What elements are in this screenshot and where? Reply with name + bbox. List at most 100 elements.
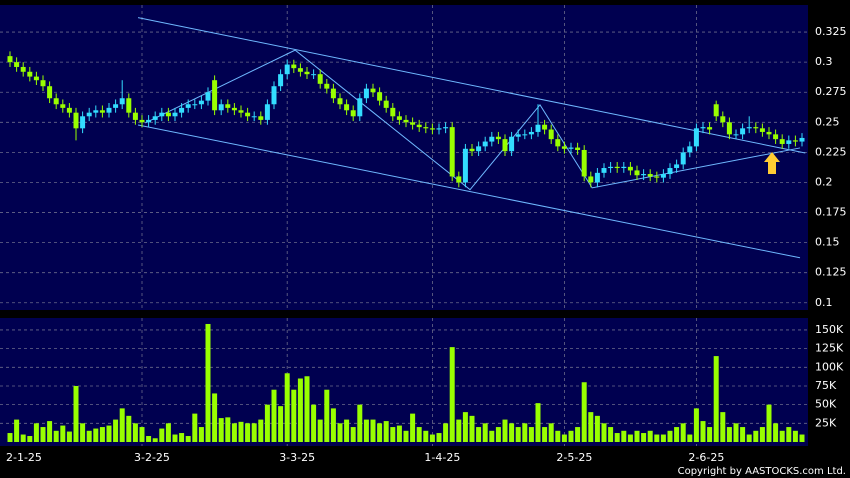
volume-bar (93, 428, 99, 442)
candle-body (654, 176, 660, 178)
candle-body (792, 140, 798, 142)
volume-bar (601, 423, 607, 442)
volume-bar (99, 427, 105, 442)
candle-body (687, 146, 693, 153)
volume-bar (40, 427, 46, 442)
volume-bar (713, 356, 719, 442)
volume-bar (687, 434, 693, 442)
volume-bar (330, 408, 336, 442)
candle-body (568, 147, 574, 149)
candle-body (476, 146, 482, 152)
volume-bar (357, 404, 363, 442)
volume-bar (726, 427, 732, 442)
volume-bar (251, 423, 257, 442)
plot-layer: 0.1 0.125 0.15 0.175 0.2 0.225 0.25 0.275 0.3 0.3… (0, 5, 847, 464)
volume-bar (291, 389, 297, 442)
candle-body (509, 136, 515, 152)
candle-body (80, 116, 86, 129)
volume-bar (449, 347, 455, 442)
candle-body (66, 107, 72, 113)
volume-bar (627, 434, 633, 442)
candle-body (119, 98, 125, 105)
volume-bar (297, 378, 303, 442)
volume-bar (271, 389, 277, 442)
volume-bar (363, 419, 369, 442)
volume-bar (740, 427, 746, 442)
candle-body (278, 74, 284, 87)
candle-body (608, 166, 614, 169)
volume-bar (693, 408, 699, 442)
y-tick-label: 125K (815, 342, 844, 355)
volume-bar (225, 417, 231, 442)
y-tick-label: 0.175 (815, 206, 847, 219)
y-tick-label: 0.25 (815, 115, 840, 128)
volume-bar (416, 427, 422, 442)
candle-body (271, 86, 277, 105)
candle-body (377, 92, 383, 101)
candle-body (390, 107, 396, 117)
volume-bar (429, 434, 435, 442)
candle-body (660, 174, 666, 178)
arrow-icon (764, 152, 780, 174)
volume-bar (561, 434, 567, 442)
candle-body (482, 141, 488, 147)
candle-body (634, 170, 640, 176)
candle-body (383, 100, 389, 108)
candle-body (99, 110, 105, 113)
volume-bar (654, 434, 660, 442)
candle-body (429, 128, 435, 130)
volume-bar (20, 434, 26, 442)
volume-bar (33, 423, 39, 442)
y-tick-label: 0.2 (815, 175, 833, 188)
candle-body (192, 104, 198, 106)
candle-body (522, 134, 528, 136)
candle-body (238, 110, 244, 113)
candle-body (667, 168, 673, 175)
volume-bar (159, 428, 165, 442)
candle-body (291, 64, 297, 69)
candle-body (60, 104, 66, 108)
volume-bar (66, 431, 72, 442)
candle-body (330, 88, 336, 99)
candle-body (344, 104, 350, 111)
copyright: Copyright by AASTOCKS.com Ltd. (678, 466, 846, 477)
candle-body (47, 86, 53, 99)
candle-body (581, 149, 587, 177)
volume-bar (231, 423, 237, 442)
candle-body (27, 71, 33, 77)
candle-body (746, 127, 752, 129)
candle-body (707, 127, 713, 130)
volume-bar (792, 430, 798, 442)
volume-bar (779, 430, 785, 442)
volume-bar (581, 382, 587, 442)
y-tick-label: 25K (815, 416, 837, 429)
candle-body (779, 139, 785, 144)
candle-body (733, 134, 739, 136)
candle-body (443, 127, 449, 129)
candle-body (205, 92, 211, 101)
volume-bar (113, 419, 119, 442)
candle-body (132, 112, 138, 120)
volume-bar (575, 427, 581, 442)
candle-body (502, 139, 508, 152)
candle-body (33, 76, 39, 81)
volume-bar (132, 423, 138, 442)
candle-body (218, 104, 224, 111)
candle-body (740, 128, 746, 135)
x-tick-label: 3-2-25 (134, 451, 170, 464)
y-tick-label: 0.325 (815, 25, 847, 38)
volume-bar (396, 425, 402, 442)
volume-bar (443, 423, 449, 442)
candle-body (297, 68, 303, 72)
volume-bar (53, 430, 59, 442)
volume-bar (324, 389, 330, 442)
candle-body (113, 104, 119, 108)
candle-body (449, 127, 455, 177)
trendline (137, 124, 801, 259)
candle-body (152, 116, 158, 120)
y-tick-label: 0.225 (815, 145, 847, 158)
volume-bar (469, 415, 475, 442)
volume-bar (212, 393, 218, 442)
candle-body (693, 128, 699, 147)
volume-bar (660, 434, 666, 442)
